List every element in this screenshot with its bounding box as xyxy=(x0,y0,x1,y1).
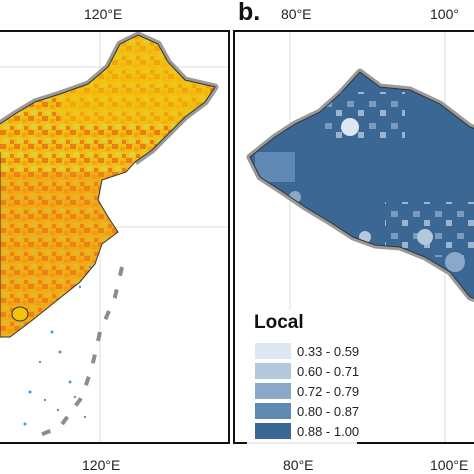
legend-label: 0.33 - 0.59 xyxy=(297,343,360,359)
legend-entry: 0.60 - 0.71 xyxy=(255,362,359,380)
legend-swatch xyxy=(255,403,291,419)
lon-label-a-top: 120°E xyxy=(84,6,123,22)
lon-label-b-top-2: 100° xyxy=(430,6,459,22)
coastline xyxy=(0,34,216,338)
outline xyxy=(249,71,474,299)
map-b-svg xyxy=(246,32,474,442)
island-hainan xyxy=(11,306,29,322)
lon-label-b-bottom-1: 80°E xyxy=(283,457,314,473)
choropleth-fill xyxy=(0,35,215,337)
maritime-boundary xyxy=(34,266,124,439)
legend-swatch xyxy=(255,363,291,379)
lon-label-a-bottom: 120°E xyxy=(82,457,121,473)
legend-label: 0.60 - 0.71 xyxy=(297,363,360,379)
ocean-points xyxy=(23,265,92,426)
legend-title: Local xyxy=(254,312,304,333)
legend-swatch xyxy=(255,343,291,359)
legend-entry: 0.88 - 1.00 xyxy=(255,422,359,440)
legend-label: 0.88 - 1.00 xyxy=(297,423,360,439)
legend-swatch xyxy=(255,423,291,439)
legend-label: 0.80 - 0.87 xyxy=(297,403,360,419)
map-panel-a xyxy=(0,30,230,444)
map-a-svg xyxy=(0,32,228,442)
lon-label-b-top-1: 80°E xyxy=(281,6,312,22)
legend-swatch xyxy=(255,383,291,399)
legend-entry: 0.72 - 0.79 xyxy=(255,382,359,400)
lon-label-b-bottom-2: 100°E xyxy=(430,457,469,473)
legend: Local 0.33 - 0.59 0.60 - 0.71 0.72 - 0.7… xyxy=(247,310,359,452)
panel-letter-b: b. xyxy=(238,0,261,26)
legend-entry: 0.80 - 0.87 xyxy=(255,402,359,420)
legend-label: 0.72 - 0.79 xyxy=(297,383,360,399)
legend-entry: 0.33 - 0.59 xyxy=(255,342,359,360)
